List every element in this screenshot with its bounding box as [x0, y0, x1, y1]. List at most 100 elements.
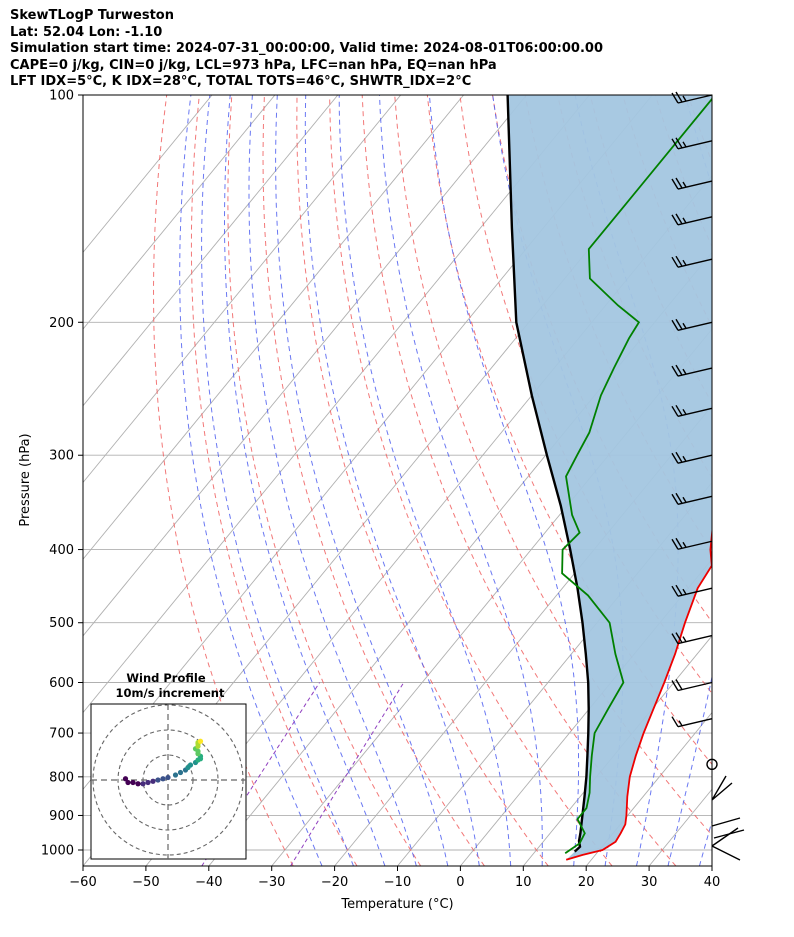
- shading-layer: [507, 95, 712, 860]
- x-tick-label: −20: [321, 875, 348, 890]
- hodograph-plot: [91, 704, 246, 859]
- x-tick-label: −40: [195, 875, 222, 890]
- barb-flag: [671, 585, 679, 597]
- x-axis-title: Temperature (°C): [340, 897, 453, 912]
- barb-half-flag: [682, 217, 687, 224]
- header-location: Lat: 52.04 Lon: -1.10: [10, 24, 163, 40]
- moist-adiabat: [248, 95, 417, 866]
- hodograph-inset: Wind Profile 10m/s increment: [90, 671, 247, 860]
- y-tick-label: 1000: [41, 844, 74, 859]
- barb-flag: [671, 493, 679, 505]
- dry-adiabat: [786, 95, 794, 866]
- x-tick-label: −50: [132, 875, 159, 890]
- cin-shading: [507, 95, 712, 860]
- header-title: SkewTLogP Turweston: [10, 8, 174, 23]
- dry-adiabat: [361, 95, 677, 866]
- dry-adiabat: [190, 95, 358, 866]
- barb-staff: [677, 681, 713, 692]
- x-tick-label: 40: [704, 875, 721, 890]
- wind-barb: [671, 537, 713, 550]
- y-tick-label: 600: [49, 676, 74, 691]
- moist-adiabat: [275, 95, 449, 866]
- barb-flag: [675, 451, 683, 463]
- barb-half-flag: [682, 408, 687, 415]
- barb-flag: [671, 178, 679, 190]
- x-tick-label: 30: [641, 875, 658, 890]
- hodograph-point: [160, 776, 166, 782]
- dry-adiabat: [227, 95, 422, 866]
- x-tick-label: −10: [384, 875, 411, 890]
- isotherm-line: [208, 251, 712, 866]
- hodograph-point: [130, 779, 136, 786]
- y-tick-label: 300: [49, 449, 74, 464]
- isotherm-line: [83, 95, 527, 637]
- barb-staff: [677, 94, 713, 104]
- isotherm-line: [711, 865, 712, 866]
- isotherm-line: [83, 95, 339, 407]
- dry-adiabat: [296, 95, 549, 866]
- dry-adiabat: [721, 95, 794, 866]
- barb-staff: [677, 587, 713, 597]
- barb-flag: [675, 177, 683, 189]
- dry-adiabat: [459, 95, 712, 695]
- barb-flag: [675, 364, 683, 376]
- barb-half-flag: [682, 181, 687, 188]
- hodograph-point: [177, 769, 184, 776]
- barb-staff: [677, 634, 713, 645]
- isotherm-line: [460, 558, 712, 866]
- isotherm-line: [83, 95, 213, 254]
- barb-flag: [671, 256, 679, 268]
- barb-staff: [677, 718, 713, 728]
- hodograph-subtitle: 10m/s increment: [116, 686, 225, 700]
- barb-half-flag: [678, 720, 683, 727]
- barb-staff: [677, 258, 713, 268]
- x-tick-label: 10: [515, 875, 532, 890]
- wind-barb: [671, 213, 713, 226]
- dry-adiabat: [753, 95, 794, 866]
- barb-staff: [677, 216, 713, 226]
- barb-flag: [671, 365, 679, 377]
- barb-flag: [671, 452, 679, 464]
- barb-half-flag: [682, 141, 687, 148]
- y-tick-label: 100: [49, 89, 74, 104]
- barb-flag: [675, 318, 683, 330]
- moist-adiabat: [224, 95, 386, 866]
- hodograph-point: [122, 776, 129, 782]
- wind-barb: [671, 679, 713, 692]
- y-axis-title: Pressure (hPa): [18, 433, 33, 526]
- wind-barb: [671, 451, 713, 464]
- hodograph-point: [140, 781, 146, 787]
- x-tick-label: −60: [69, 875, 96, 890]
- barb-staff: [677, 140, 713, 150]
- y-tick-label: 700: [49, 727, 74, 742]
- moist-adiabat: [179, 95, 323, 866]
- wind-barbs: [671, 91, 745, 861]
- barb-flag: [671, 405, 679, 417]
- wind-barb: [671, 404, 713, 417]
- barb-flag: [671, 538, 679, 550]
- y-tick-label: 800: [49, 770, 74, 785]
- moist-adiabat: [201, 95, 354, 866]
- barb-flag: [675, 91, 683, 103]
- isotherm-line: [397, 481, 712, 866]
- hodograph-title: Wind Profile: [126, 671, 206, 685]
- header-indices-1: CAPE=0 j/kg, CIN=0 j/kg, LCL=973 hPa, LF…: [10, 57, 497, 73]
- y-tick-label: 400: [49, 543, 74, 558]
- isotherm-line: [83, 95, 402, 484]
- hodograph-point: [125, 779, 131, 786]
- hodograph-point: [165, 774, 171, 781]
- hodograph-point: [145, 779, 151, 786]
- surface-wind-barb: [711, 775, 733, 801]
- isotherm-line: [585, 711, 712, 866]
- barb-staff: [677, 180, 713, 190]
- barb-half-flag: [682, 322, 687, 329]
- wind-barb: [671, 177, 713, 190]
- x-tick-label: 0: [456, 875, 464, 890]
- barb-half-flag: [682, 95, 687, 102]
- barb-staff: [677, 407, 713, 417]
- barb-flag: [675, 584, 683, 596]
- barb-half-flag: [682, 259, 687, 266]
- dry-adiabat: [329, 95, 613, 866]
- wind-barb: [671, 318, 713, 331]
